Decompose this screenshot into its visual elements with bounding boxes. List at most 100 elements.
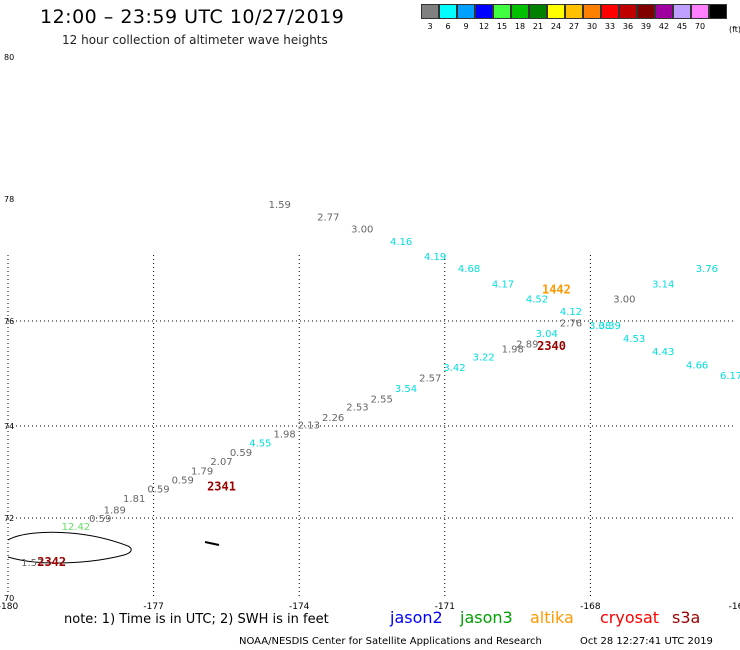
scale-label: 3 (427, 22, 433, 31)
credit-text: NOAA/NESDIS Center for Satellite Applica… (239, 636, 542, 647)
swh-label: 1.59 (269, 200, 291, 211)
swh-label: 1.89 (104, 505, 126, 516)
scale-swatch (565, 4, 583, 19)
swh-label: 1.98 (274, 430, 296, 441)
swh-label: 1.53 (21, 558, 43, 569)
scale-label: 9 (463, 22, 469, 31)
swh-label: 0.59 (172, 476, 194, 487)
swh-label: 2.13 (298, 420, 320, 431)
swh-label: 3.39 (599, 321, 621, 332)
island-outline (204, 541, 220, 546)
swh-label: 4.66 (686, 360, 708, 371)
swh-label: 6.17 (720, 371, 740, 382)
scale-label: 24 (550, 22, 562, 31)
swh-label: 3.00 (351, 225, 373, 236)
scale-label: 36 (622, 22, 634, 31)
scale-swatch (493, 4, 511, 19)
swh-label: 2.57 (419, 373, 441, 384)
scale-swatch (547, 4, 565, 19)
scale-label: 39 (640, 22, 652, 31)
scale-label: 15 (496, 22, 508, 31)
scale-bin: 6 (439, 4, 457, 34)
scale-label: 33 (604, 22, 616, 31)
footer-note: note: 1) Time is in UTC; 2) SWH is in fe… (64, 612, 329, 627)
lat-tick-label: 76 (4, 317, 14, 326)
swh-label: 3.04 (536, 329, 558, 340)
swh-label: 2.07 (210, 457, 232, 468)
swh-label: 4.53 (623, 334, 645, 345)
lon-tick-label: -16 (729, 602, 740, 612)
scale-bin: 18 (511, 4, 529, 34)
lon-tick-label: -171 (435, 602, 455, 612)
swh-label: 3.00 (613, 295, 635, 306)
scale-bin: 45 (673, 4, 691, 34)
scale-swatch (529, 4, 547, 19)
scale-swatch (439, 4, 457, 19)
swh-label: 4.12 (560, 307, 582, 318)
scale-bin: 9 (457, 4, 475, 34)
map-title: 12:00 – 23:59 UTC 10/27/2019 (40, 6, 345, 28)
scale-label: 45 (676, 22, 688, 31)
scale-bin: 33 (601, 4, 619, 34)
swh-label: 2.76 (560, 318, 582, 329)
generated-timestamp: Oct 28 12:27:41 UTC 2019 (580, 636, 713, 647)
swh-label: 12.42 (62, 522, 91, 533)
scale-label: 6 (445, 22, 451, 31)
scale-swatch (601, 4, 619, 19)
lat-tick-label: 78 (4, 195, 14, 204)
scale-bin: 36 (619, 4, 637, 34)
scale-bin: 21 (529, 4, 547, 34)
swh-label: 4.52 (526, 295, 548, 306)
swh-label: 2.26 (322, 413, 344, 424)
swh-label: 3.76 (696, 264, 718, 275)
color-scale-legend: 3 6 9 12 15 18 21 24 27 30 33 36 39 42 45 70 (ft) (421, 4, 740, 34)
swh-label: 4.16 (390, 237, 412, 248)
scale-swatch (637, 4, 655, 19)
swh-label: 4.19 (424, 252, 446, 263)
scale-bin: 24 (547, 4, 565, 34)
swh-label: 3.42 (443, 363, 465, 374)
scale-label: 18 (514, 22, 526, 31)
swh-label: 2.55 (371, 394, 393, 405)
lat-tick-label: 74 (4, 422, 14, 431)
scale-label: 27 (568, 22, 580, 31)
scale-swatch (619, 4, 637, 19)
swh-label: 4.55 (249, 439, 271, 450)
coastline (7, 531, 132, 564)
swh-label: 1.81 (123, 494, 145, 505)
scale-bin: 27 (565, 4, 583, 34)
time-label: 2342 (37, 555, 66, 569)
scale-bin: 12 (475, 4, 493, 34)
scale-bin: 39 (637, 4, 655, 34)
swh-label: 1.98 (502, 345, 524, 356)
swh-label: 4.17 (492, 279, 514, 290)
swh-label: 3.08 (589, 321, 611, 332)
scale-swatch (691, 4, 709, 19)
scale-bin: 30 (583, 4, 601, 34)
scale-swatch (655, 4, 673, 19)
scale-label: 70 (694, 22, 706, 31)
time-label: 1442 (542, 283, 571, 297)
satellite-legend-item: jason2 (390, 608, 443, 627)
swh-label: 0.59 (89, 514, 111, 525)
scale-bin: 70 (691, 4, 709, 34)
scale-bin (709, 4, 727, 34)
swh-label: 3.54 (395, 384, 417, 395)
swh-label: 2.53 (346, 402, 368, 413)
satellite-legend-item: s3a (672, 608, 701, 627)
lon-tick-label: -180 (0, 602, 18, 612)
swh-label: 2.77 (317, 212, 339, 223)
swh-label: 4.43 (652, 347, 674, 358)
swh-label: 2.89 (516, 339, 538, 350)
time-label: 2340 (537, 339, 566, 353)
scale-label: 21 (532, 22, 544, 31)
swh-label: 0.59 (230, 448, 252, 459)
scale-label: 42 (658, 22, 670, 31)
satellite-legend-item: cryosat (600, 608, 660, 627)
swh-label: 3.22 (472, 352, 494, 363)
scale-unit: (ft) (729, 25, 740, 34)
scale-swatch (709, 4, 727, 19)
satellite-legend-item: altika (530, 608, 574, 627)
scale-bin: 15 (493, 4, 511, 34)
